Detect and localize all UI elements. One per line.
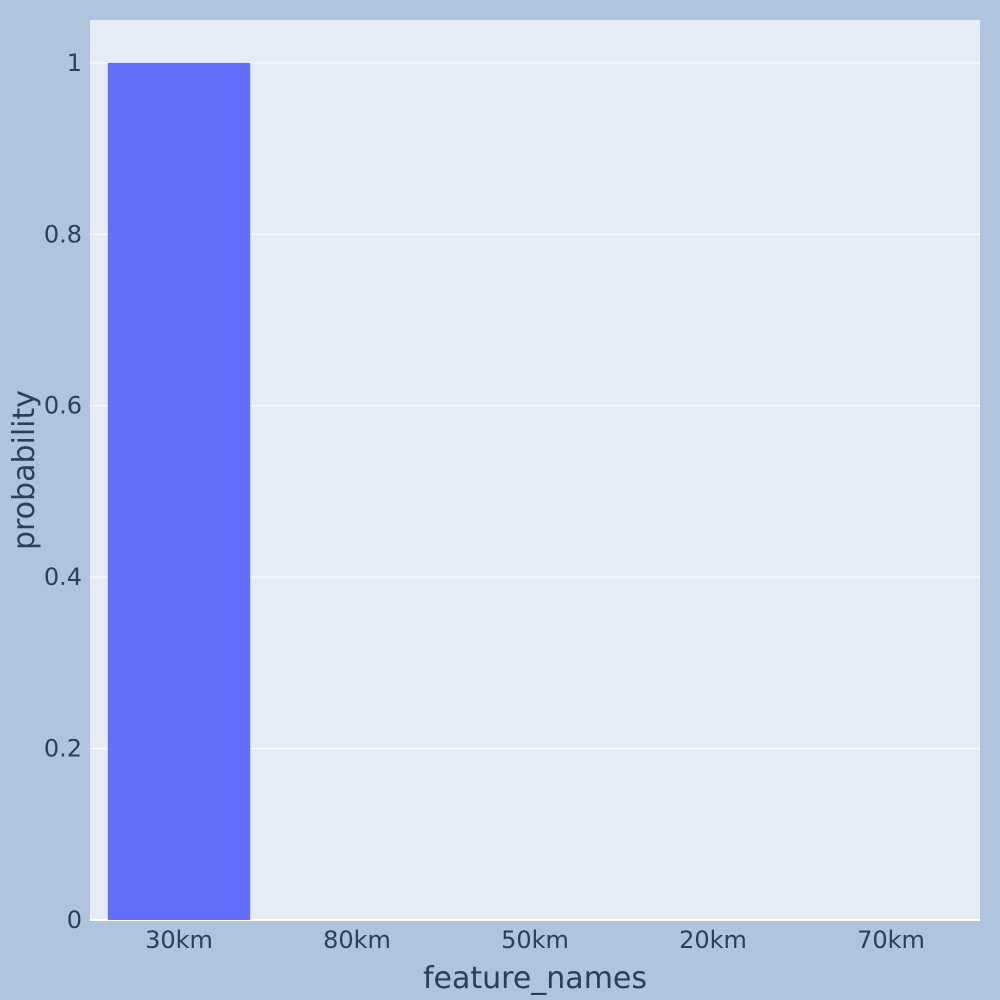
y-tick-label: 0.8 (44, 220, 82, 248)
x-axis-ticks: 30km 80km 50km 20km 70km (145, 926, 925, 954)
x-tick-label: 50km (501, 926, 569, 954)
y-tick-label: 0.6 (44, 392, 82, 420)
y-tick-label: 1 (67, 49, 82, 77)
x-axis-title: feature_names (423, 961, 647, 996)
y-axis-title: probability (7, 390, 42, 550)
y-axis-ticks: 0 0.2 0.4 0.6 0.8 1 (44, 49, 82, 934)
x-tick-label: 20km (679, 926, 747, 954)
bar-30km[interactable] (107, 62, 251, 921)
y-tick-label: 0.2 (44, 735, 82, 763)
x-tick-label: 30km (145, 926, 213, 954)
y-tick-label: 0.4 (44, 563, 82, 591)
bars (107, 62, 251, 921)
x-tick-label: 80km (323, 926, 391, 954)
y-tick-label: 0 (67, 906, 82, 934)
x-tick-label: 70km (857, 926, 925, 954)
